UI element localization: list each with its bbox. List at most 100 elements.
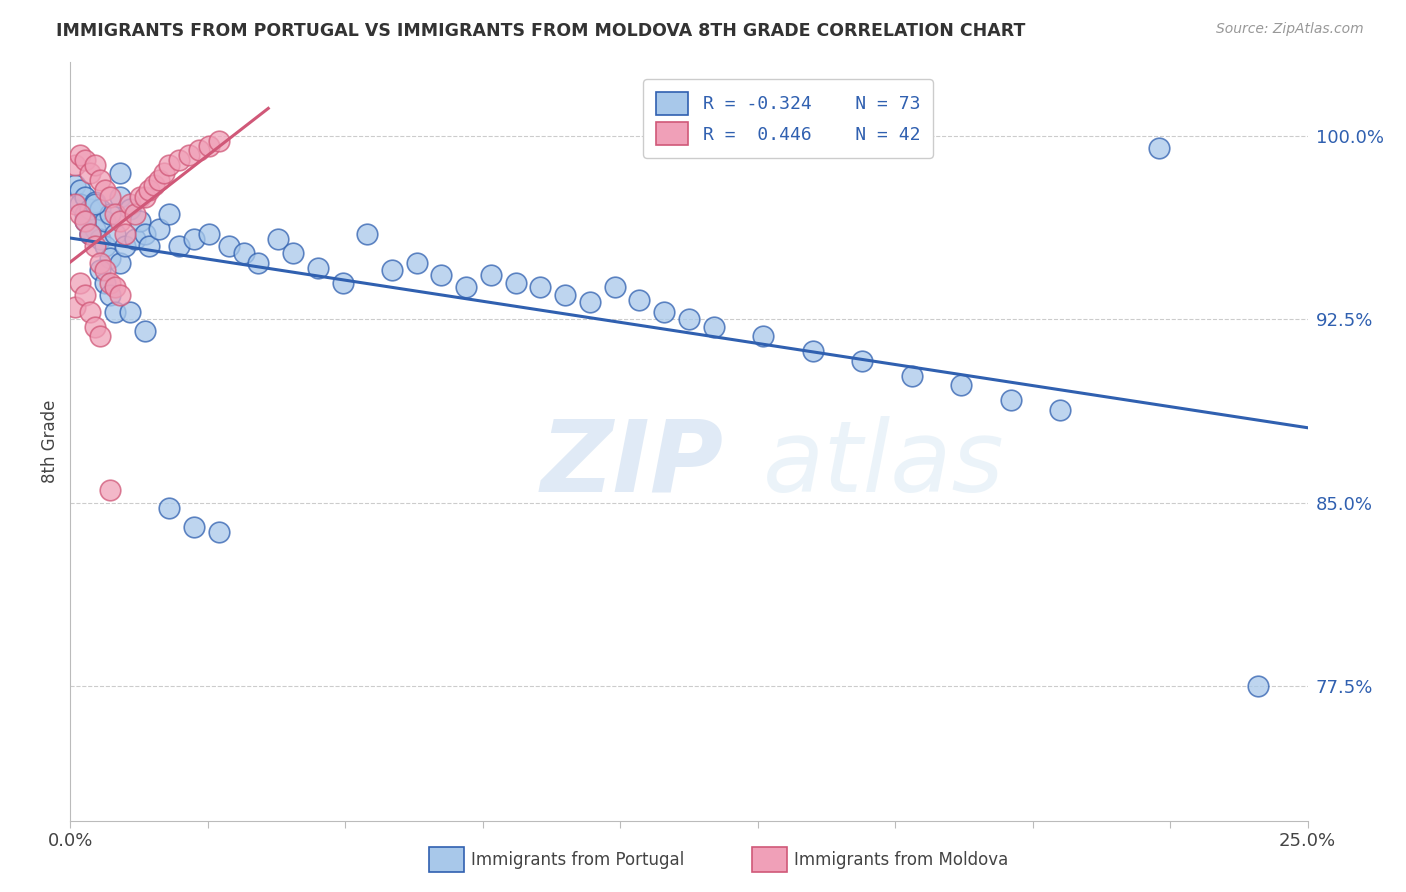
Point: [65, 178, 87, 192]
Point: [118, 305, 141, 319]
Text: Immigrants from Portugal: Immigrants from Portugal: [471, 851, 685, 869]
Point: [94, 276, 117, 290]
Text: IMMIGRANTS FROM PORTUGAL VS IMMIGRANTS FROM MOLDOVA 8TH GRADE CORRELATION CHART: IMMIGRANTS FROM PORTUGAL VS IMMIGRANTS F…: [56, 22, 1025, 40]
Point: [108, 214, 131, 228]
Point: [456, 280, 478, 294]
Point: [98, 207, 121, 221]
Point: [208, 524, 231, 539]
Point: [89, 263, 111, 277]
Point: [104, 305, 127, 319]
Point: [104, 207, 127, 221]
Point: [65, 197, 87, 211]
Point: [148, 221, 170, 235]
Point: [89, 256, 111, 270]
Point: [104, 280, 127, 294]
Point: [108, 190, 131, 204]
Text: Immigrants from Moldova: Immigrants from Moldova: [794, 851, 1008, 869]
Point: [75, 214, 97, 228]
Point: [108, 165, 131, 179]
Point: [652, 305, 675, 319]
Y-axis label: 8th Grade: 8th Grade: [41, 400, 59, 483]
Point: [75, 214, 97, 228]
Point: [1247, 679, 1270, 693]
Point: [183, 231, 205, 245]
Point: [1049, 402, 1071, 417]
Point: [89, 231, 111, 245]
Point: [157, 207, 180, 221]
Point: [118, 202, 141, 217]
Point: [1147, 141, 1170, 155]
Point: [75, 153, 97, 168]
Text: ZIP: ZIP: [540, 416, 724, 513]
Point: [579, 295, 602, 310]
Point: [79, 305, 101, 319]
Point: [108, 287, 131, 301]
Point: [307, 260, 329, 275]
Point: [950, 378, 973, 392]
Point: [114, 227, 136, 241]
Point: [1000, 392, 1022, 407]
Point: [75, 207, 97, 221]
Point: [79, 227, 101, 241]
Point: [218, 239, 240, 253]
Point: [84, 197, 107, 211]
Point: [108, 256, 131, 270]
Point: [94, 263, 117, 277]
Point: [703, 319, 725, 334]
Point: [208, 134, 231, 148]
Point: [603, 280, 626, 294]
Point: [104, 227, 127, 241]
Point: [69, 197, 91, 211]
Point: [167, 239, 190, 253]
Point: [628, 293, 651, 307]
Point: [79, 227, 101, 241]
Point: [157, 500, 180, 515]
Point: [84, 158, 107, 172]
Point: [134, 227, 156, 241]
Point: [177, 148, 200, 162]
Point: [98, 251, 121, 265]
Point: [167, 153, 190, 168]
Point: [94, 214, 117, 228]
Point: [94, 183, 117, 197]
Point: [232, 246, 254, 260]
Point: [89, 329, 111, 343]
Point: [98, 190, 121, 204]
Point: [94, 239, 117, 253]
Point: [84, 221, 107, 235]
Point: [75, 287, 97, 301]
Point: [89, 202, 111, 217]
Point: [505, 276, 527, 290]
Point: [84, 194, 107, 209]
Point: [281, 246, 304, 260]
Point: [79, 165, 101, 179]
Point: [69, 276, 91, 290]
Point: [752, 329, 775, 343]
Point: [114, 239, 136, 253]
Point: [84, 239, 107, 253]
Text: Source: ZipAtlas.com: Source: ZipAtlas.com: [1216, 22, 1364, 37]
Point: [183, 520, 205, 534]
Point: [98, 483, 121, 498]
Point: [188, 144, 211, 158]
Point: [69, 148, 91, 162]
Point: [128, 214, 150, 228]
Point: [79, 227, 101, 241]
Point: [247, 256, 270, 270]
Point: [143, 178, 166, 192]
Point: [479, 268, 502, 283]
Point: [405, 256, 427, 270]
Point: [157, 158, 180, 172]
Text: atlas: atlas: [763, 416, 1005, 513]
Point: [124, 207, 146, 221]
Point: [65, 158, 87, 172]
Point: [356, 227, 378, 241]
Point: [198, 227, 221, 241]
Point: [128, 190, 150, 204]
Point: [801, 344, 824, 359]
Point: [124, 231, 146, 245]
Legend: R = -0.324    N = 73, R =  0.446    N = 42: R = -0.324 N = 73, R = 0.446 N = 42: [643, 79, 932, 158]
Point: [89, 173, 111, 187]
Point: [134, 325, 156, 339]
Point: [554, 287, 576, 301]
